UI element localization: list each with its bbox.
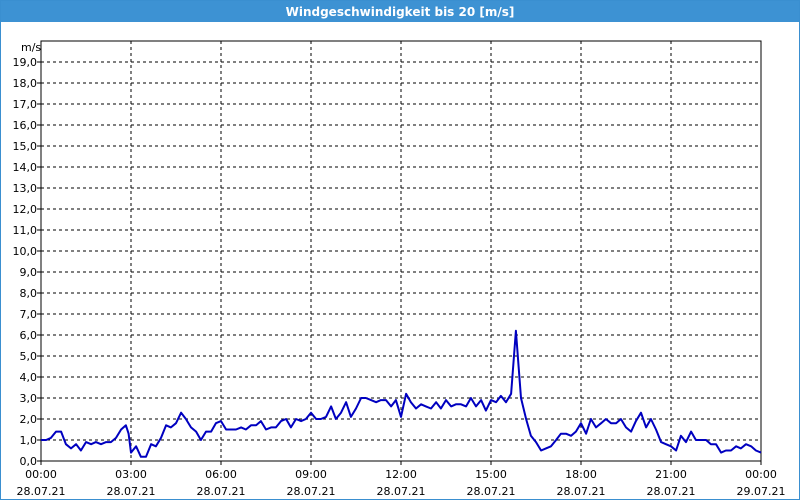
- series-group: [41, 329, 762, 458]
- x-tick-date-label: 28.07.21: [557, 485, 606, 498]
- grid-lines: [41, 41, 761, 461]
- y-tick-label: 2,0: [20, 413, 38, 426]
- y-tick-label: 4,0: [20, 371, 38, 384]
- y-tick-label: 14,0: [13, 161, 38, 174]
- x-tick-time-label: 06:00: [205, 468, 237, 481]
- y-tick-label: 3,0: [20, 392, 38, 405]
- y-tick-label: 11,0: [13, 224, 38, 237]
- y-tick-label: 5,0: [20, 350, 38, 363]
- x-tick-time-label: 00:00: [745, 468, 777, 481]
- wind-speed-line: [41, 329, 762, 458]
- x-tick-date-label: 28.07.21: [647, 485, 696, 498]
- window-title: Windgeschwindigkeit bis 20 [m/s]: [1, 1, 799, 22]
- y-tick-label: 13,0: [13, 182, 38, 195]
- y-tick-label: 19,0: [13, 56, 38, 69]
- x-tick-time-label: 15:00: [475, 468, 507, 481]
- y-tick-label: 10,0: [13, 245, 38, 258]
- x-tick-date-label: 28.07.21: [17, 485, 66, 498]
- x-tick-time-label: 18:00: [565, 468, 597, 481]
- x-tick-date-label: 28.07.21: [377, 485, 426, 498]
- x-tick-date-label: 28.07.21: [197, 485, 246, 498]
- x-tick-date-label: 28.07.21: [467, 485, 516, 498]
- x-tick-time-label: 12:00: [385, 468, 417, 481]
- y-tick-label: 8,0: [20, 287, 38, 300]
- x-tick-time-label: 09:00: [295, 468, 327, 481]
- wind-speed-chart: m/s 0,0 1,0 2,0 3,0 4,0 5,0 6,0 7,0 8,0 9,0 10,0 11…: [13, 40, 786, 498]
- y-tick-label: 7,0: [20, 308, 38, 321]
- x-tick-time-label: 03:00: [115, 468, 147, 481]
- x-tick-time-label: 21:00: [655, 468, 687, 481]
- y-tick-label: 16,0: [13, 119, 38, 132]
- y-tick-label: 6,0: [20, 329, 38, 342]
- x-tick-labels: 00:00 28.07.21 03:00 28.07.21 06:00 28.07.21 0…: [17, 461, 786, 498]
- y-tick-label: 18,0: [13, 77, 38, 90]
- y-tick-label: 12,0: [13, 203, 38, 216]
- y-tick-label: 1,0: [20, 434, 38, 447]
- x-tick-date-label: 28.07.21: [287, 485, 336, 498]
- y-tick-label: 17,0: [13, 98, 38, 111]
- y-tick-label: 0,0: [20, 455, 38, 468]
- y-tick-label: 9,0: [20, 266, 38, 279]
- x-tick-time-label: 00:00: [25, 468, 57, 481]
- x-tick-date-label: 29.07.21: [737, 485, 786, 498]
- y-tick-label: 15,0: [13, 140, 38, 153]
- y-axis-label: m/s: [21, 41, 41, 54]
- x-tick-date-label: 28.07.21: [107, 485, 156, 498]
- y-tick-labels: 0,0 1,0 2,0 3,0 4,0 5,0 6,0 7,0 8,0 9,0 10,0 11,0 12…: [13, 56, 41, 468]
